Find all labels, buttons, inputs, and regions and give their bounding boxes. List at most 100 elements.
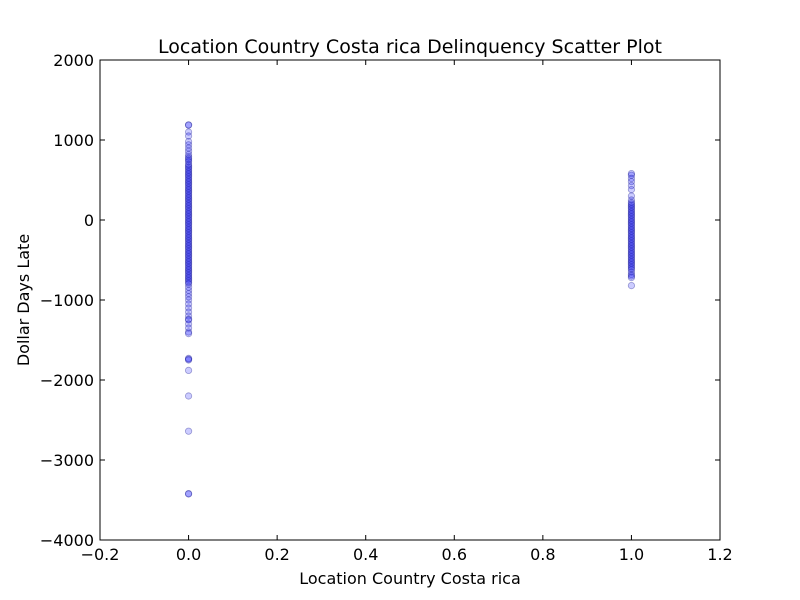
data-point <box>627 174 636 182</box>
data-point <box>184 184 193 192</box>
data-point <box>184 261 193 269</box>
data-point <box>184 144 193 152</box>
data-point <box>627 178 636 186</box>
data-point <box>184 296 193 304</box>
data-point <box>184 286 193 294</box>
data-point <box>184 256 193 264</box>
data-point <box>184 254 193 262</box>
data-point <box>627 211 636 219</box>
y-axis-label: Dollar Days Late <box>14 234 33 366</box>
y-tick-label: −3000 <box>40 451 94 470</box>
data-point <box>184 259 193 267</box>
data-point <box>184 270 193 278</box>
data-point <box>184 205 193 213</box>
data-point <box>184 221 193 229</box>
data-point <box>184 308 193 316</box>
data-point <box>627 273 636 282</box>
data-point <box>184 316 193 324</box>
data-point <box>627 253 636 261</box>
data-point <box>184 224 193 232</box>
data-point <box>184 218 193 226</box>
data-point <box>184 275 193 283</box>
data-point <box>184 132 193 140</box>
data-point <box>627 230 636 238</box>
data-point <box>627 203 636 211</box>
x-tick-label: 0.0 <box>176 545 201 564</box>
data-point <box>627 272 636 280</box>
data-point <box>184 162 193 170</box>
data-point <box>184 243 193 251</box>
data-point <box>627 221 636 229</box>
data-point <box>184 245 193 253</box>
data-point <box>184 242 193 250</box>
data-point <box>184 265 193 274</box>
y-tick-label: 0 <box>84 211 94 230</box>
x-tick-label: 1.0 <box>619 545 644 564</box>
data-point <box>627 250 636 258</box>
data-point <box>627 208 636 216</box>
data-point <box>184 227 193 235</box>
data-point <box>184 490 193 498</box>
data-point <box>184 147 193 155</box>
data-point <box>627 245 636 253</box>
data-point <box>184 229 193 237</box>
data-point <box>184 203 193 211</box>
data-point <box>627 264 636 272</box>
data-point <box>627 281 636 290</box>
data-point <box>184 166 193 174</box>
data-point <box>627 268 636 276</box>
data-point <box>627 238 636 246</box>
data-point <box>184 153 193 161</box>
x-tick-label: 0.6 <box>442 545 467 564</box>
data-point <box>184 138 193 146</box>
data-point <box>184 194 193 202</box>
data-point <box>184 262 193 270</box>
data-point <box>184 289 193 298</box>
y-tick-label: −1000 <box>40 291 94 310</box>
data-point <box>184 141 193 149</box>
data-point <box>184 354 193 362</box>
data-point <box>184 283 193 291</box>
data-point <box>184 128 193 136</box>
data-point <box>184 272 193 280</box>
data-point <box>627 256 636 264</box>
data-point <box>184 187 193 195</box>
data-point <box>627 246 636 254</box>
data-point <box>627 261 636 269</box>
data-point <box>184 210 193 218</box>
data-point <box>184 158 193 166</box>
data-point <box>627 196 636 204</box>
data-point <box>184 171 193 179</box>
data-point <box>184 489 193 498</box>
x-axis-ticks: −0.2 0.0 0.2 0.4 0.6 0.8 1.0 1.2 <box>81 60 733 564</box>
data-point <box>184 328 193 336</box>
data-point <box>627 198 636 206</box>
data-point <box>627 216 636 224</box>
data-point <box>627 229 636 237</box>
data-point <box>627 242 636 250</box>
data-point <box>184 170 193 178</box>
data-point <box>184 163 193 171</box>
data-point <box>627 171 636 179</box>
data-point <box>184 329 193 338</box>
data-point <box>184 246 193 254</box>
data-point <box>184 315 193 323</box>
x-tick-label: 0.8 <box>530 545 555 564</box>
data-point <box>184 190 193 198</box>
data-point <box>184 182 193 190</box>
y-tick-label: 2000 <box>53 51 94 70</box>
data-point <box>184 156 193 164</box>
data-point <box>184 293 193 301</box>
data-points-layer <box>184 121 636 498</box>
data-point <box>184 214 193 222</box>
data-point <box>627 262 636 270</box>
chart-title: Location Country Costa rica Delinquency … <box>158 36 662 58</box>
data-point <box>184 202 193 210</box>
data-point <box>627 232 636 240</box>
data-point <box>627 219 636 227</box>
data-point <box>184 208 193 216</box>
data-point <box>627 240 636 248</box>
data-point <box>184 235 193 243</box>
x-tick-label: 0.2 <box>264 545 289 564</box>
